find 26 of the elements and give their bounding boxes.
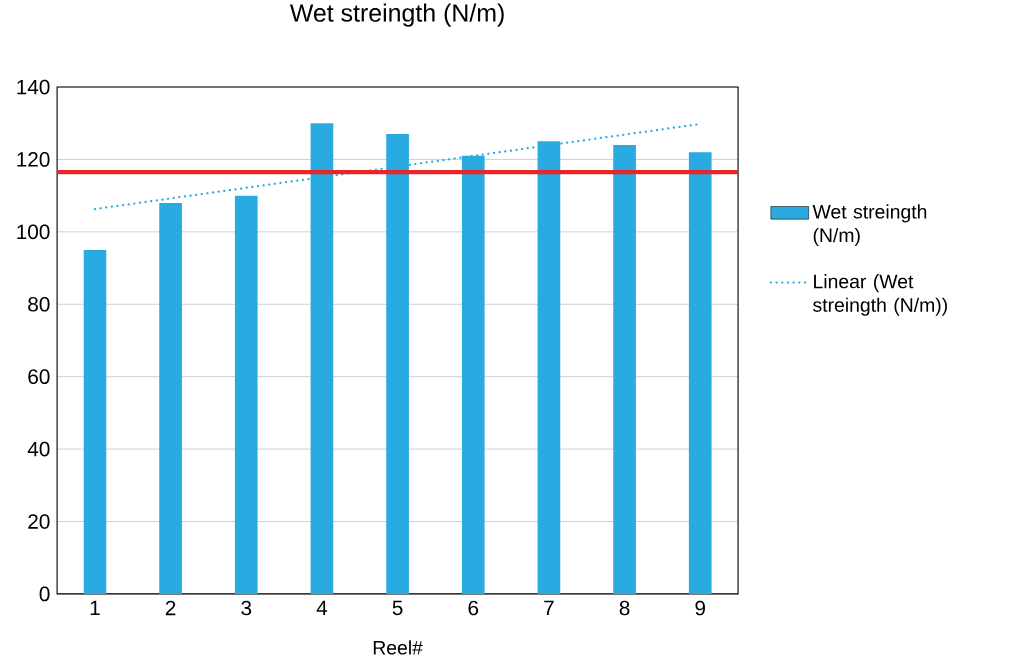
bar <box>688 152 712 595</box>
y-tick-label: 100 <box>17 224 50 240</box>
x-axis-title: Reel# <box>373 640 423 655</box>
y-tick-label: 120 <box>17 152 50 167</box>
bar <box>613 145 636 595</box>
y-tick-label: 60 <box>28 369 50 385</box>
chart-title: Wet streingth (N/m) <box>289 3 504 27</box>
y-tick-label: 0 <box>39 586 50 602</box>
bar <box>234 195 258 595</box>
legend-label: Linear (Wet streingth (N/m)) <box>813 274 947 316</box>
y-tick-label: 20 <box>28 514 50 529</box>
x-tick-label: 1 <box>90 600 100 616</box>
y-tick-label: 80 <box>28 297 50 312</box>
x-tick-label: 9 <box>695 600 706 616</box>
x-tick-label: 4 <box>316 600 328 616</box>
legend-label: Wet streingth (N/m) <box>812 204 927 247</box>
x-tick-label: 3 <box>241 600 252 616</box>
x-tick-label: 7 <box>544 600 554 616</box>
y-tick-label: 40 <box>27 441 50 457</box>
y-tick-label: 140 <box>17 79 50 95</box>
x-tick-label: 6 <box>468 600 479 616</box>
bar <box>83 250 107 595</box>
bar <box>159 202 182 595</box>
x-tick-label: 5 <box>392 600 403 616</box>
x-tick-label: 8 <box>619 600 630 616</box>
x-tick-label: 2 <box>165 600 176 616</box>
